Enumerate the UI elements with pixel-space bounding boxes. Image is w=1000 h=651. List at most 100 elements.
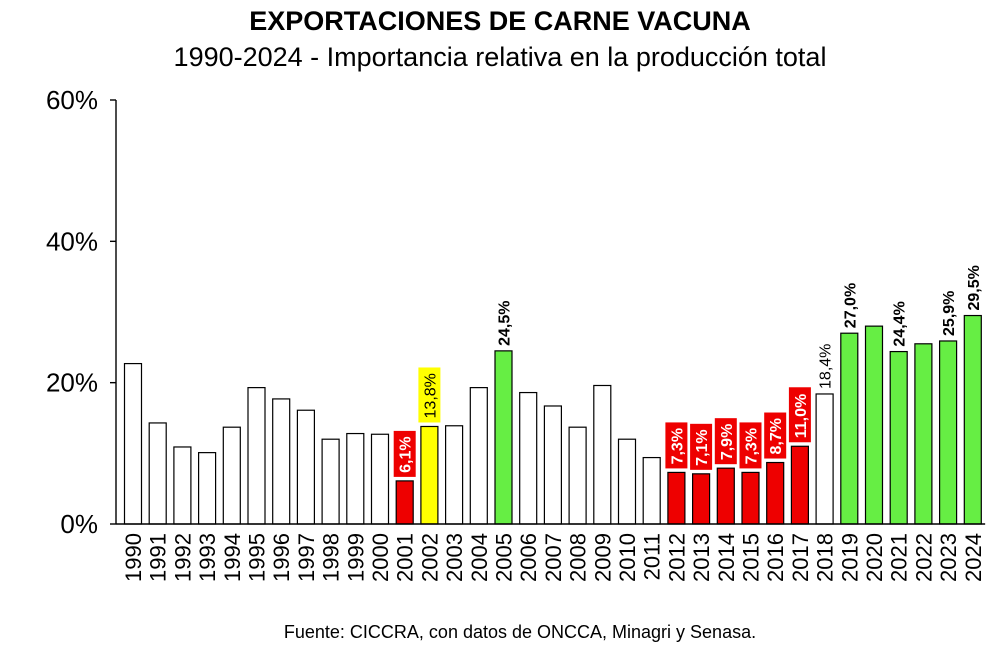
- data-label-2016: 8,7%: [768, 418, 785, 454]
- bar-1995: [247, 387, 266, 525]
- bar-1997: [296, 409, 315, 525]
- x-tick-label: 2021: [887, 533, 912, 582]
- x-tick-label: 2001: [393, 533, 418, 582]
- x-tick-label: 2023: [936, 533, 961, 582]
- x-tick-label: 2018: [813, 533, 838, 582]
- data-label-2021: 24,4%: [892, 301, 909, 346]
- y-tick-label: 40%: [46, 226, 98, 256]
- x-tick-label: 1993: [195, 533, 220, 582]
- bar-1998: [321, 438, 340, 525]
- bar-2018: [815, 393, 834, 525]
- bar-1994: [222, 426, 241, 525]
- bar-2000: [370, 433, 390, 525]
- bar-2016: [766, 461, 785, 525]
- x-tick-label: 2019: [837, 533, 862, 582]
- x-tick-label: 2007: [541, 533, 566, 582]
- chart-subtitle: 1990-2024 - Importancia relativa en la p…: [173, 42, 827, 72]
- x-tick-label: 2008: [566, 533, 591, 582]
- x-axis: 1990 1991 1992 1993 1994 1995 1996 1997 1998 1999…: [116, 523, 986, 582]
- data-label-2002: 13,8%: [422, 373, 439, 418]
- data-label-box-2015: [739, 422, 762, 469]
- x-tick-label: 2003: [442, 533, 467, 582]
- bar-2004: [469, 387, 488, 525]
- data-label-2023: 25,9%: [941, 291, 958, 336]
- data-label-2005: 24,5%: [497, 300, 514, 345]
- bar-1993: [198, 452, 217, 525]
- x-tick-label: 1996: [269, 533, 294, 582]
- bar-2015: [741, 471, 760, 525]
- x-tick-label: 2011: [640, 533, 665, 580]
- data-label-2013: 7,1%: [694, 429, 711, 465]
- bar-2010: [617, 438, 637, 525]
- x-tick-label: 2010: [615, 533, 640, 582]
- y-axis: 0% 20% 40% 60%: [46, 85, 117, 539]
- x-tick-label: 2022: [911, 533, 936, 582]
- bar-2020: [864, 325, 884, 525]
- bar-2022: [914, 343, 933, 525]
- x-tick-label: 1997: [294, 533, 319, 582]
- x-tick-label: 1995: [245, 533, 270, 582]
- bar-2012: [667, 471, 686, 525]
- bar-2013: [691, 473, 711, 525]
- x-tick-label: 2005: [492, 533, 517, 582]
- data-labels: 6,1% 13,8% 24,5% 7,3% 7,1% 7,9% 7,3% 8,7% 11,0% 1…: [393, 265, 983, 477]
- data-label-2024: 29,5%: [966, 265, 983, 310]
- data-label-2012: 7,3%: [669, 428, 686, 464]
- data-label-2018: 18,4%: [818, 344, 835, 389]
- bar-2008: [568, 426, 587, 525]
- x-tick-label: 2000: [368, 533, 393, 582]
- bar-2001: [395, 480, 414, 525]
- bar-2006: [519, 391, 538, 525]
- bar-2009: [593, 384, 612, 525]
- data-label-box-2013: [690, 423, 713, 470]
- bar-1996: [272, 398, 291, 525]
- bar-2017: [790, 445, 810, 525]
- y-tick-label: 0%: [60, 509, 98, 539]
- data-label-box-2012: [665, 422, 688, 469]
- x-tick-label: 2002: [417, 533, 442, 582]
- x-tick-label: 2006: [516, 533, 541, 582]
- bar-2023: [938, 340, 958, 525]
- data-label-box-2016: [764, 412, 787, 459]
- y-tick-label: 20%: [46, 368, 98, 398]
- data-label-box-2014: [714, 418, 737, 465]
- bar-2011: [642, 456, 661, 525]
- bar-2003: [445, 425, 464, 525]
- y-tick-label: 60%: [46, 85, 98, 115]
- data-label-box-2017: [788, 387, 811, 443]
- x-tick-label: 2014: [714, 533, 739, 582]
- bars: [123, 314, 982, 525]
- x-tick-label: 2020: [862, 533, 887, 582]
- bar-1991: [148, 422, 167, 525]
- x-tick-label: 1990: [121, 533, 146, 582]
- bar-2005: [494, 350, 513, 525]
- chart-source: Fuente: CICCRA, con datos de ONCCA, Mina…: [283, 622, 757, 642]
- bar-2007: [543, 405, 563, 525]
- bar-2002: [420, 425, 439, 525]
- data-label-2019: 27,0%: [842, 283, 859, 328]
- data-label-2001: 6,1%: [398, 436, 415, 472]
- data-label-2017: 11,0%: [793, 394, 810, 438]
- data-label-box-2002: [418, 367, 441, 423]
- x-tick-label: 2004: [467, 533, 492, 582]
- data-label-box-2001: [393, 430, 416, 477]
- x-tick-label: 1992: [170, 533, 195, 582]
- x-tick-label: 1998: [319, 533, 344, 582]
- x-tick-label: 1991: [146, 533, 171, 582]
- data-label-2015: 7,3%: [744, 428, 761, 464]
- bar-2021: [889, 350, 908, 525]
- bar-1999: [346, 432, 365, 525]
- x-tick-label: 2024: [961, 533, 986, 582]
- chart-title: EXPORTACIONES DE CARNE VACUNA: [249, 6, 751, 36]
- x-tick-label: 1994: [220, 533, 245, 582]
- bar-2024: [963, 314, 982, 525]
- x-tick-label: 2017: [788, 533, 813, 582]
- x-tick-label: 2016: [763, 533, 788, 582]
- x-tick-label: 2012: [664, 533, 689, 582]
- x-tick-label: 2013: [689, 533, 714, 582]
- data-label-2014: 7,9%: [719, 424, 736, 460]
- bar-1992: [173, 446, 192, 525]
- x-tick-label: 2009: [590, 533, 615, 582]
- x-tick-label: 2015: [739, 533, 764, 582]
